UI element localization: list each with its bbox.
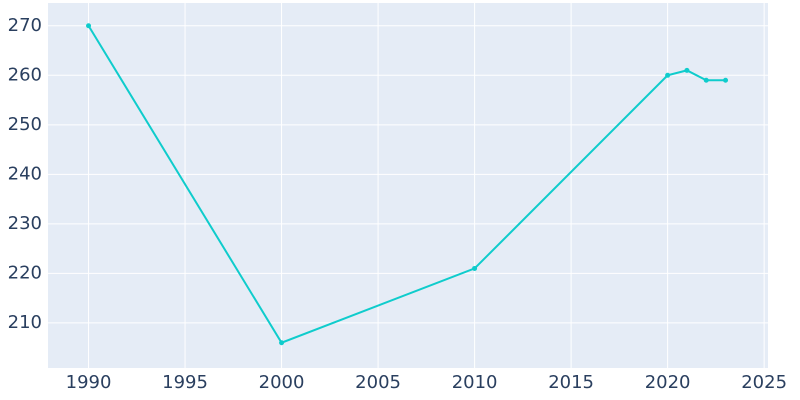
y-tick-label: 210: [8, 312, 42, 333]
point: [723, 77, 729, 83]
x-tick-label: 2000: [259, 372, 305, 393]
x-tick-label: 1990: [66, 372, 112, 393]
x-tick-label: 2015: [548, 372, 594, 393]
x-tick-label: 2020: [645, 372, 691, 393]
point: [703, 77, 709, 83]
point: [86, 23, 92, 29]
x-tick-label: 1995: [162, 372, 208, 393]
x-tick-label: 2005: [355, 372, 401, 393]
y-tick-label: 250: [8, 114, 42, 135]
y-tick-label: 260: [8, 64, 42, 85]
point: [279, 340, 285, 346]
x-tick-label: 2010: [452, 372, 498, 393]
plot-area: [48, 3, 768, 368]
y-tick-label: 220: [8, 262, 42, 283]
y-tick-label: 270: [8, 15, 42, 36]
point: [684, 67, 690, 73]
x-tick-label: 2025: [741, 372, 787, 393]
y-tick-label: 240: [8, 163, 42, 184]
y-tick-label: 230: [8, 213, 42, 234]
point: [472, 265, 478, 271]
point: [665, 72, 671, 78]
